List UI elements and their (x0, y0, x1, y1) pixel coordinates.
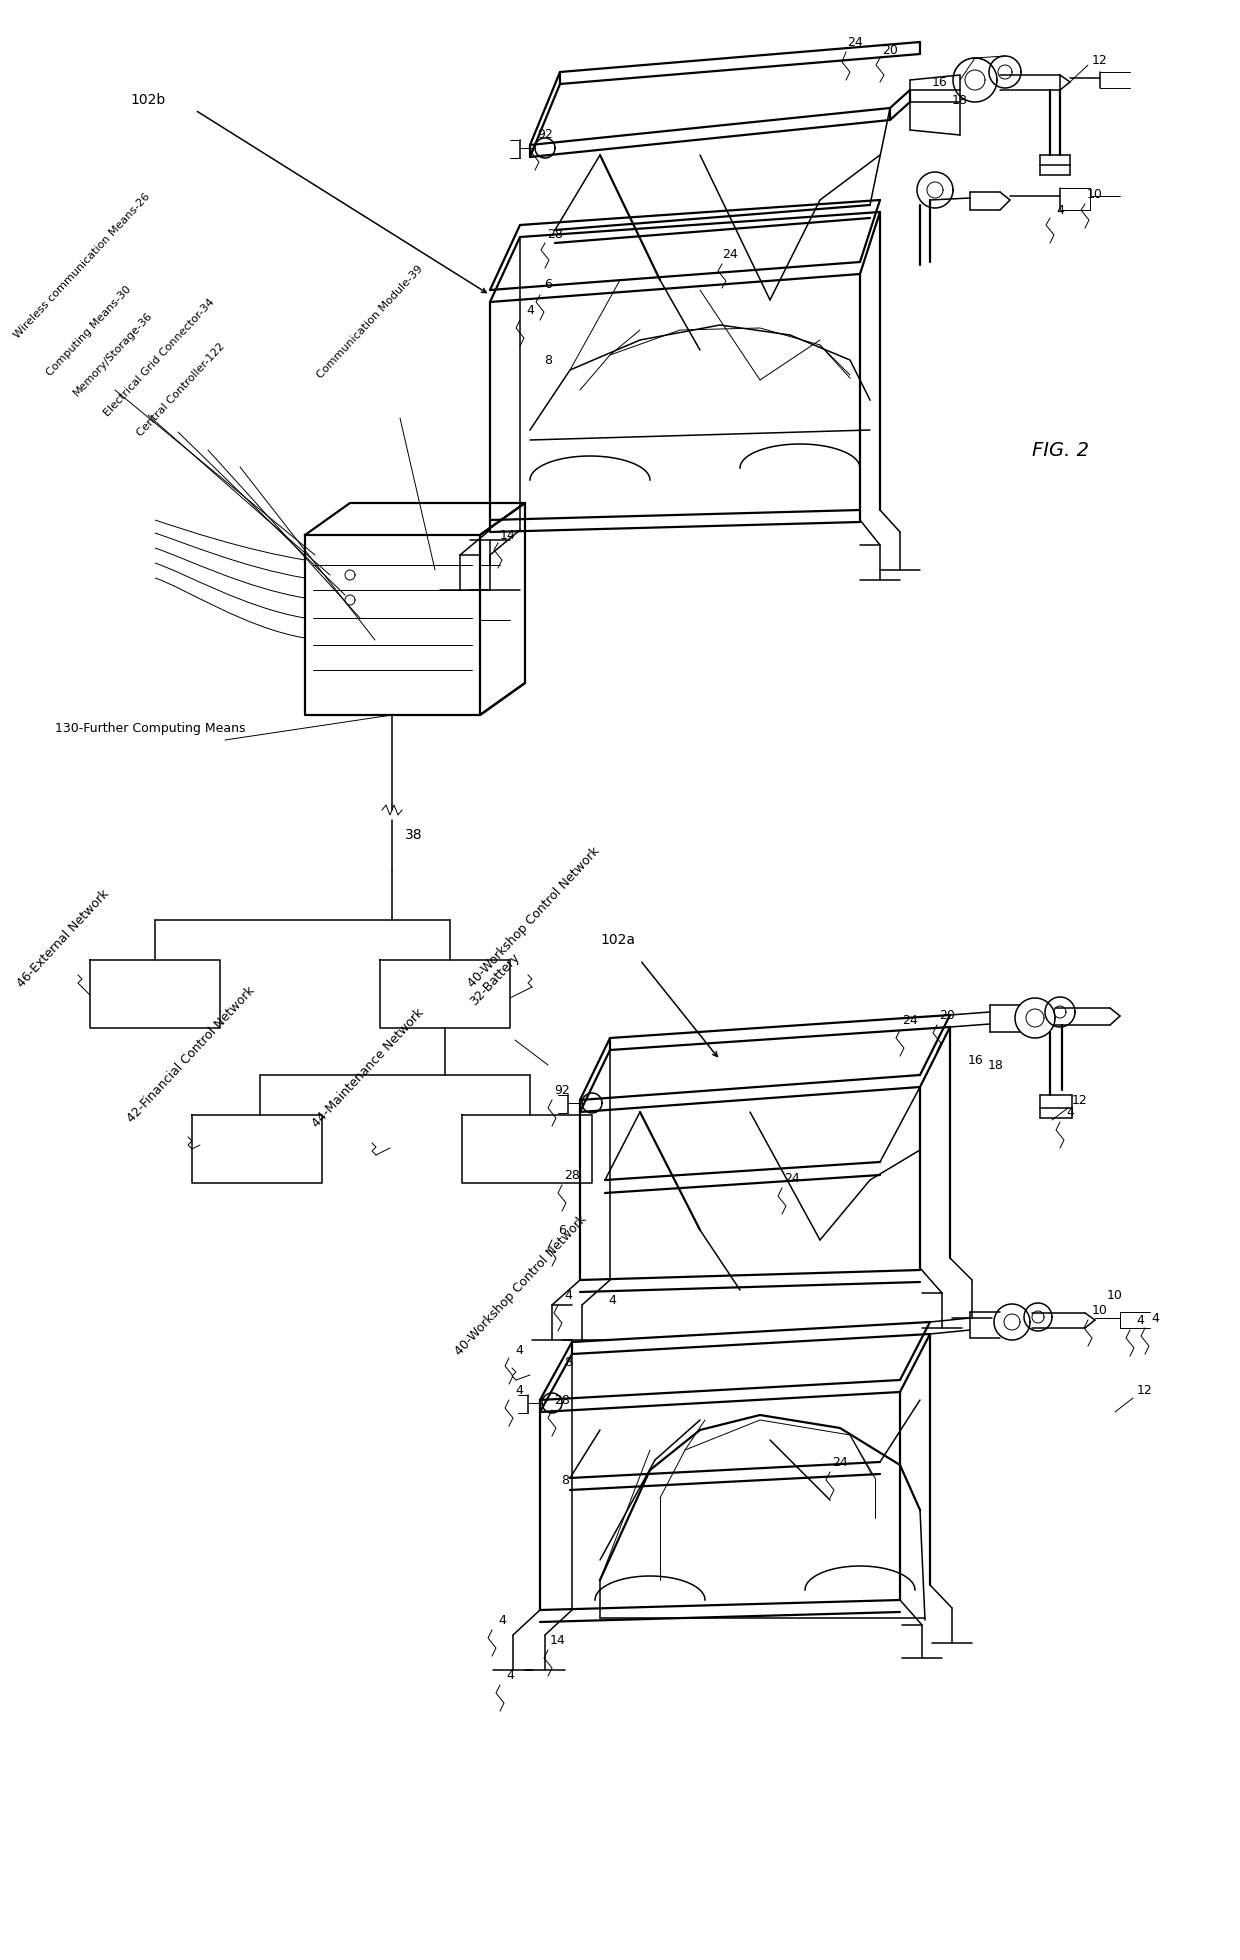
Text: 6: 6 (558, 1223, 565, 1237)
Text: Wireless communication Means-26: Wireless communication Means-26 (12, 190, 151, 339)
Text: 40-Workshop Control Network: 40-Workshop Control Network (465, 845, 601, 990)
Text: 10: 10 (1087, 188, 1102, 202)
Text: 28: 28 (547, 229, 563, 241)
Text: 24: 24 (832, 1456, 848, 1468)
Text: 32-Battery: 32-Battery (467, 951, 522, 1007)
Text: 18: 18 (988, 1058, 1004, 1072)
Text: 6: 6 (544, 278, 552, 292)
Text: 16: 16 (932, 76, 947, 88)
Text: 18: 18 (952, 94, 968, 106)
Text: 12: 12 (1137, 1384, 1153, 1396)
Text: 4: 4 (498, 1613, 506, 1627)
Text: 92: 92 (554, 1084, 570, 1096)
Text: 92: 92 (537, 129, 553, 141)
Text: 4: 4 (1066, 1105, 1074, 1119)
Text: 28: 28 (554, 1394, 570, 1407)
Text: 8: 8 (564, 1356, 572, 1368)
Text: Computing Means-30: Computing Means-30 (45, 284, 134, 378)
Text: 8: 8 (544, 353, 552, 367)
Text: Communication Module-39: Communication Module-39 (315, 263, 425, 380)
Text: 4: 4 (1136, 1313, 1145, 1327)
Text: 24: 24 (784, 1172, 800, 1184)
Text: 46-External Network: 46-External Network (15, 888, 112, 990)
Text: 4: 4 (515, 1384, 523, 1396)
Text: 24: 24 (903, 1013, 918, 1027)
Text: 10: 10 (1092, 1303, 1107, 1317)
Text: 20: 20 (939, 1009, 955, 1021)
Text: 4: 4 (515, 1343, 523, 1356)
Text: Electrical Grid Connector-34: Electrical Grid Connector-34 (102, 296, 216, 417)
Text: 4: 4 (1151, 1311, 1159, 1325)
Text: 12: 12 (1073, 1094, 1087, 1107)
Text: 12: 12 (1092, 53, 1107, 67)
Text: 130-Further Computing Means: 130-Further Computing Means (55, 721, 246, 735)
Text: 102a: 102a (600, 933, 635, 947)
Text: FIG. 2: FIG. 2 (1032, 441, 1089, 459)
Text: 28: 28 (564, 1168, 580, 1182)
Text: 20: 20 (882, 43, 898, 57)
Text: 4: 4 (1056, 204, 1064, 216)
Text: 38: 38 (405, 827, 423, 843)
Text: 44-Maintenance Network: 44-Maintenance Network (310, 1005, 427, 1131)
Text: 24: 24 (847, 35, 863, 49)
Text: 4: 4 (506, 1668, 513, 1682)
Text: 14: 14 (500, 529, 516, 541)
Text: 102b: 102b (130, 92, 166, 108)
Text: Memory/Storage-36: Memory/Storage-36 (72, 310, 155, 398)
Text: 14: 14 (551, 1633, 565, 1646)
Text: 4: 4 (608, 1294, 616, 1307)
Text: 16: 16 (968, 1054, 983, 1066)
Text: Central Controller-122: Central Controller-122 (135, 341, 227, 437)
Text: 8: 8 (560, 1474, 569, 1486)
Text: 40-Workshop Control Network: 40-Workshop Control Network (453, 1213, 589, 1358)
Text: 10: 10 (1107, 1288, 1123, 1301)
Text: 4: 4 (526, 304, 534, 316)
Text: 24: 24 (722, 249, 738, 261)
Text: 4: 4 (564, 1288, 572, 1301)
Text: 42-Financial Control Network: 42-Financial Control Network (125, 984, 258, 1125)
